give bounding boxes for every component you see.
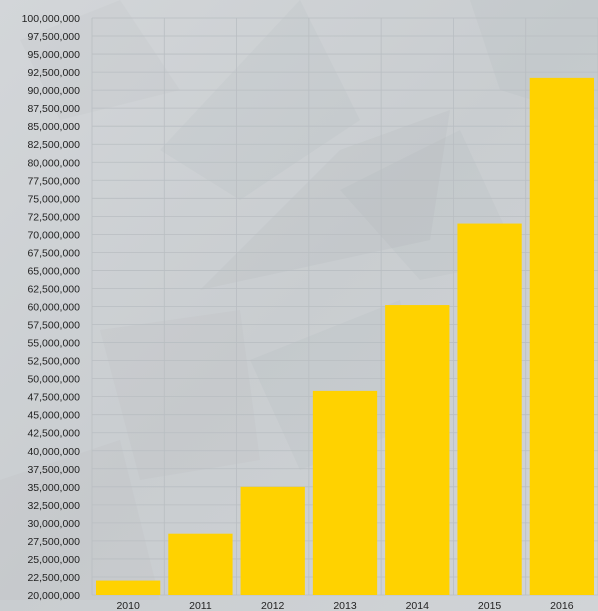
y-axis-ticks: 20,000,000 22,500,000 25,000,000 27,500,000… bbox=[22, 13, 81, 602]
bar-2014 bbox=[385, 305, 450, 595]
y-tick-label: 22,500,000 bbox=[27, 572, 80, 584]
y-tick-label: 55,000,000 bbox=[27, 338, 80, 350]
y-tick-label: 67,500,000 bbox=[27, 247, 80, 259]
y-tick-label: 52,500,000 bbox=[27, 356, 80, 368]
y-tick-label: 80,000,000 bbox=[27, 157, 80, 169]
x-tick-label: 2016 bbox=[550, 600, 574, 611]
x-tick-label: 2012 bbox=[261, 600, 285, 611]
bar-2016 bbox=[529, 77, 594, 595]
y-tick-label: 90,000,000 bbox=[27, 85, 80, 97]
x-tick-label: 2010 bbox=[116, 600, 140, 611]
y-tick-label: 75,000,000 bbox=[27, 193, 80, 205]
y-tick-label: 57,500,000 bbox=[27, 320, 80, 332]
y-tick-label: 97,500,000 bbox=[27, 31, 80, 43]
y-tick-label: 85,000,000 bbox=[27, 121, 80, 133]
x-tick-label: 2013 bbox=[333, 600, 357, 611]
x-tick-label: 2015 bbox=[478, 600, 502, 611]
y-tick-label: 45,000,000 bbox=[27, 410, 80, 422]
y-tick-label: 25,000,000 bbox=[27, 554, 80, 566]
bar-2015 bbox=[457, 223, 522, 595]
y-tick-label: 62,500,000 bbox=[27, 283, 80, 295]
y-tick-label: 30,000,000 bbox=[27, 518, 80, 530]
y-tick-label: 40,000,000 bbox=[27, 446, 80, 458]
y-tick-label: 65,000,000 bbox=[27, 265, 80, 277]
x-axis-ticks: 2010 2011 2012 2013 2014 2015 2016 bbox=[116, 600, 573, 611]
y-tick-label: 20,000,000 bbox=[27, 590, 80, 602]
y-tick-label: 27,500,000 bbox=[27, 536, 80, 548]
y-tick-label: 100,000,000 bbox=[22, 13, 81, 25]
y-tick-label: 60,000,000 bbox=[27, 302, 80, 314]
x-tick-label: 2014 bbox=[406, 600, 430, 611]
y-tick-label: 32,500,000 bbox=[27, 500, 80, 512]
y-tick-label: 95,000,000 bbox=[27, 49, 80, 61]
y-tick-label: 37,500,000 bbox=[27, 464, 80, 476]
background-polygon bbox=[200, 110, 450, 290]
bar-2013 bbox=[312, 390, 378, 595]
background-polygon bbox=[160, 0, 360, 200]
y-tick-label: 42,500,000 bbox=[27, 428, 80, 440]
y-tick-label: 47,500,000 bbox=[27, 392, 80, 404]
bars bbox=[96, 77, 594, 595]
bar-2012 bbox=[240, 486, 305, 595]
background-polygon bbox=[100, 310, 260, 480]
y-tick-label: 50,000,000 bbox=[27, 374, 80, 386]
y-tick-label: 92,500,000 bbox=[27, 67, 80, 79]
y-tick-label: 35,000,000 bbox=[27, 482, 80, 494]
background-polygon bbox=[0, 440, 160, 600]
y-tick-label: 72,500,000 bbox=[27, 211, 80, 223]
bar-2010 bbox=[96, 580, 161, 595]
y-tick-label: 87,500,000 bbox=[27, 103, 80, 115]
y-tick-label: 77,500,000 bbox=[27, 175, 80, 187]
x-tick-label: 2011 bbox=[189, 600, 212, 611]
bar-2011 bbox=[168, 533, 233, 595]
y-tick-label: 82,500,000 bbox=[27, 139, 80, 151]
y-tick-label: 70,000,000 bbox=[27, 229, 80, 241]
